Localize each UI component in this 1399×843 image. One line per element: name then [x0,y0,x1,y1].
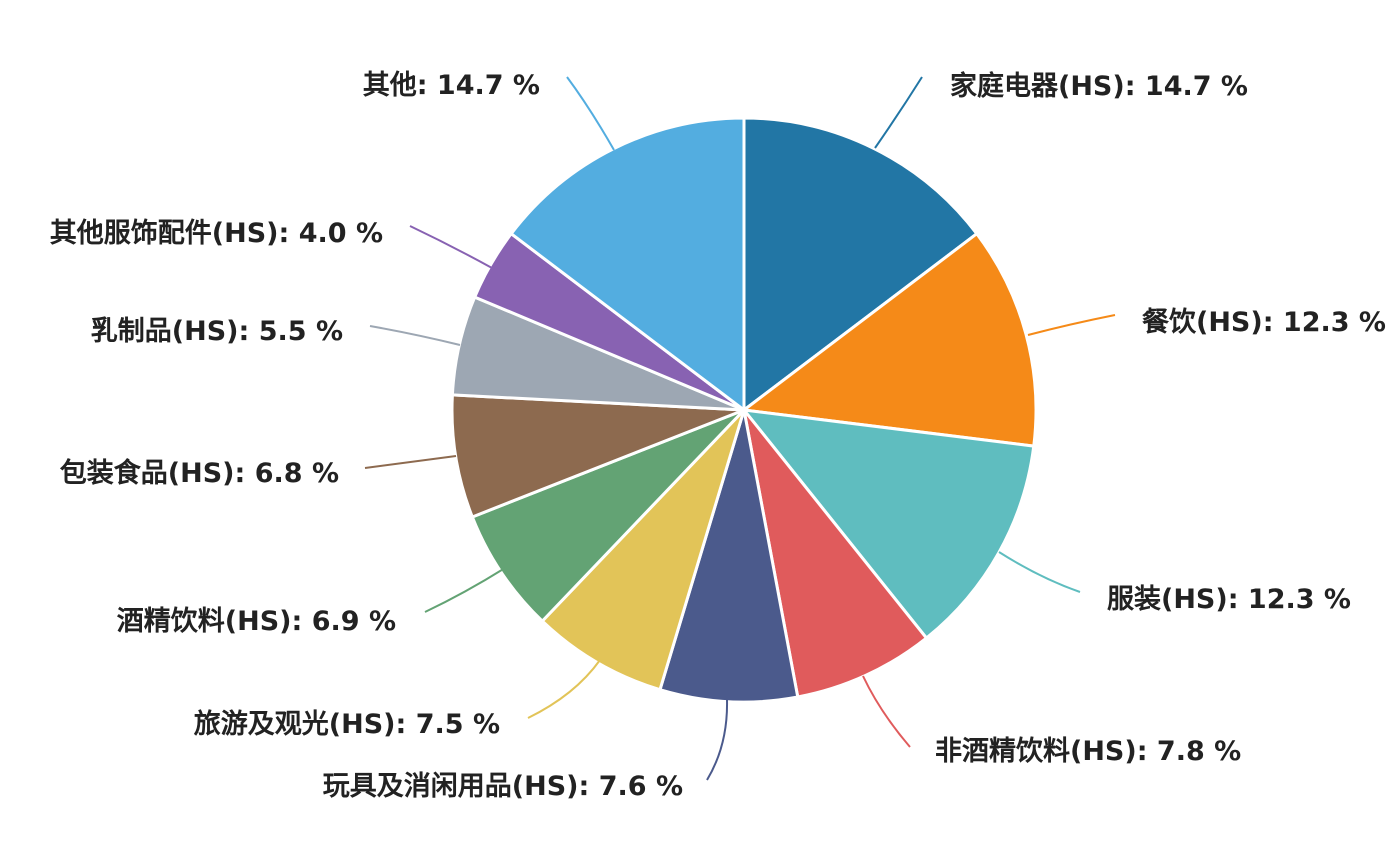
slice-label: 乳制品(HS): 5.5 % [91,316,343,347]
slice-label: 其他服饰配件(HS): 4.0 % [50,218,383,249]
leader-line [862,675,911,748]
pie-slice [742,232,1038,448]
slice-label: 酒精饮料(HS): 6.9 % [117,606,396,637]
pie-slice [742,408,928,699]
pie-slice [470,408,746,623]
slice-label: 餐饮(HS): 12.3 % [1142,307,1386,338]
slice-label: 其他: 14.7 % [363,70,540,101]
leader-line [527,659,601,719]
pie-slice [742,116,979,412]
leader-line [998,551,1081,593]
leader-lines-layer [364,76,1116,781]
leader-line [706,699,729,781]
leader-line [369,325,461,346]
pie-slice [658,408,800,704]
leader-line [1027,314,1116,336]
slice-label: 包装食品(HS): 6.8 % [60,457,339,489]
leader-line [566,76,615,151]
slice-labels-layer: 家庭电器(HS): 14.7 % 餐饮(HS): 12.3 % 服装(HS): 12… [50,70,1386,802]
slice-label: 旅游及观光(HS): 7.5 % [194,708,500,740]
slice-label: 家庭电器(HS): 14.7 % [950,70,1248,102]
leader-line [364,455,457,469]
slice-label: 非酒精饮料(HS): 7.8 % [935,736,1241,767]
leader-line [874,76,923,149]
leader-line [424,567,506,613]
slice-label: 玩具及消闲用品(HS): 7.6 % [323,771,683,802]
leader-line [409,225,493,269]
slices-layer [450,116,1038,704]
slice-label: 服装(HS): 12.3 % [1107,584,1351,615]
